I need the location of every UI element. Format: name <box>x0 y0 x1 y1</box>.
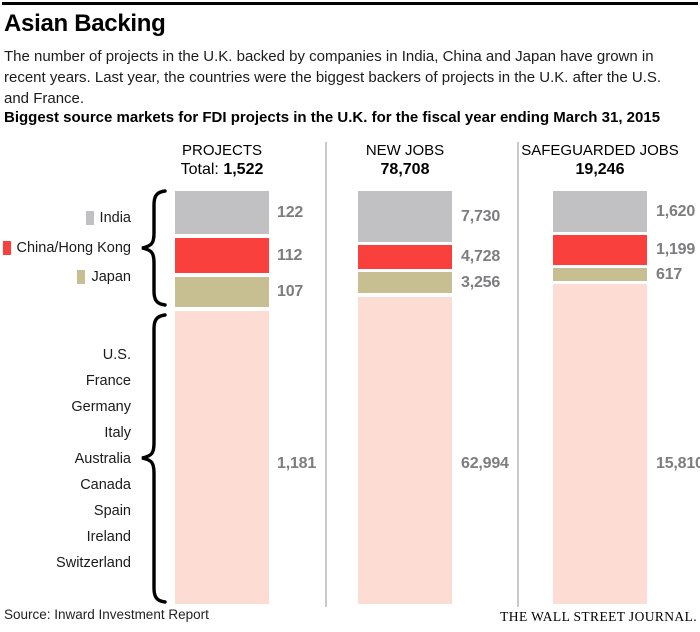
value-label: 3,256 <box>461 273 501 291</box>
column-title: SAFEGUARDED JOBS <box>521 142 679 159</box>
japan-color-chip <box>77 270 86 284</box>
country-label-switzerland: Switzerland <box>56 555 131 571</box>
intro-paragraph: The number of projects in the U.K. backe… <box>4 48 661 107</box>
column-divider-1 <box>325 142 327 607</box>
source-note: Source: Inward Investment Report <box>4 607 209 622</box>
top-rule <box>2 2 698 5</box>
value-label: 122 <box>277 203 304 221</box>
column-total: 78,708 <box>366 160 444 180</box>
column-header-safeguarded-jobs: SAFEGUARDED JOBS 19,246 <box>521 141 679 180</box>
bar-china-hong-kong-safeguarded-jobs <box>553 235 647 265</box>
column-title: PROJECTS <box>181 142 263 159</box>
value-label: 62,994 <box>461 455 509 472</box>
total-value: 19,246 <box>575 161 625 178</box>
bar-india-safeguarded-jobs <box>553 191 647 232</box>
country-label-australia: Australia <box>74 451 131 467</box>
country-label-germany: Germany <box>71 399 131 415</box>
bar-japan-safeguarded-jobs <box>553 268 647 281</box>
value-label: 15,810 <box>656 455 700 472</box>
china-hong-kong-color-chip <box>2 241 11 255</box>
value-label: 1,199 <box>656 241 696 258</box>
india-color-chip <box>85 211 94 225</box>
country-label-canada: Canada <box>80 477 131 493</box>
bar-india-projects <box>175 191 269 234</box>
value-label: 4,728 <box>461 248 501 265</box>
value-label: 1,620 <box>656 202 696 220</box>
bar-india-new-jobs <box>358 191 452 242</box>
total-value: 1,522 <box>223 161 264 178</box>
bar-other-countries-projects <box>175 311 269 604</box>
brace-asian-group <box>141 189 167 307</box>
legend-label: India <box>99 210 131 226</box>
legend-item-japan: Japan <box>77 269 131 285</box>
bar-china-hong-kong-projects <box>175 238 269 273</box>
bar-other-countries-safeguarded-jobs <box>553 284 647 604</box>
column-header-new-jobs: NEW JOBS 78,708 <box>366 141 444 180</box>
page-title: Asian Backing <box>4 10 166 37</box>
bar-other-countries-new-jobs <box>358 297 452 604</box>
bar-japan-new-jobs <box>358 272 452 293</box>
column-title: NEW JOBS <box>365 142 445 159</box>
value-label: 7,730 <box>461 207 501 225</box>
bar-china-hong-kong-new-jobs <box>358 245 452 269</box>
value-label: 112 <box>277 246 303 264</box>
country-label-spain: Spain <box>93 503 131 519</box>
legend-label: Japan <box>91 269 131 285</box>
legend-item-china-hong-kong: China/Hong Kong <box>2 240 131 256</box>
legend-label: China/Hong Kong <box>16 240 131 256</box>
column-divider-2 <box>517 142 519 607</box>
chart-subtitle: Biggest source markets for FDI projects … <box>4 109 661 126</box>
value-label: 107 <box>277 283 304 300</box>
column-total: Total: 1,522 <box>181 160 264 180</box>
total-value: 78,708 <box>380 161 430 178</box>
country-label-us: U.S. <box>102 347 131 363</box>
brace-other-group <box>141 313 167 604</box>
bar-japan-projects <box>175 277 269 307</box>
value-label: 1,181 <box>277 455 317 472</box>
wsj-logotype: THE WALL STREET JOURNAL. <box>500 609 697 624</box>
country-label-ireland: Ireland <box>86 529 131 545</box>
total-label: Total: <box>180 161 224 178</box>
column-header-projects: PROJECTS Total: 1,522 <box>181 141 264 180</box>
legend-item-india: India <box>85 210 131 226</box>
value-label: 617 <box>656 265 683 283</box>
column-total: 19,246 <box>521 160 679 180</box>
country-label-france: France <box>85 373 131 389</box>
country-label-italy: Italy <box>104 425 131 441</box>
